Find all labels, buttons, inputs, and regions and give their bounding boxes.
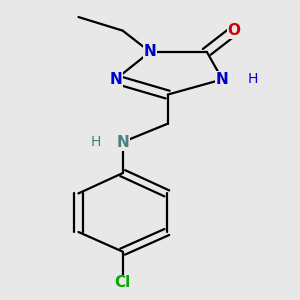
Text: H: H (90, 135, 101, 149)
Text: N: N (144, 44, 156, 59)
Text: Cl: Cl (115, 275, 131, 290)
Text: N: N (216, 72, 229, 87)
Text: O: O (228, 23, 241, 38)
Text: H: H (248, 72, 258, 86)
Text: N: N (109, 72, 122, 87)
Text: N: N (116, 135, 129, 150)
